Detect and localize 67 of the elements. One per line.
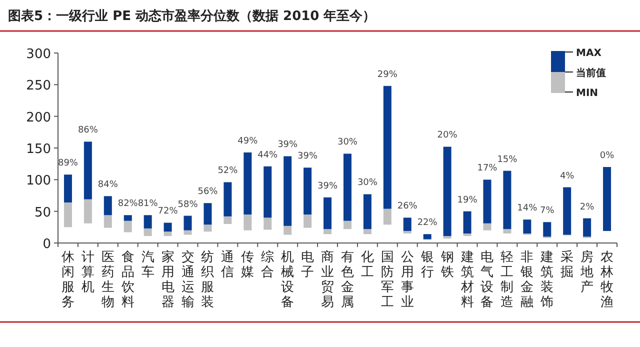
annotation: 7% bbox=[540, 206, 555, 216]
y-tick-label: 50 bbox=[34, 205, 51, 220]
annotation: 22% bbox=[417, 218, 438, 228]
annotation: 82% bbox=[118, 199, 138, 210]
annotation: 89% bbox=[58, 158, 78, 169]
annotation: 56% bbox=[198, 187, 218, 198]
x-tick-label: 汽车 bbox=[141, 250, 154, 280]
x-tick-label: 采掘 bbox=[560, 250, 574, 280]
annotation: 44% bbox=[258, 150, 278, 160]
annotation: 49% bbox=[238, 136, 258, 146]
annotation: 2% bbox=[580, 202, 595, 212]
y-tick-label: 0 bbox=[42, 237, 51, 252]
annotation: 29% bbox=[377, 70, 398, 80]
annotation: 30% bbox=[357, 178, 378, 188]
x-tick-label: 钢铁 bbox=[440, 250, 454, 280]
annotation: 14% bbox=[517, 204, 538, 214]
annotation: 30% bbox=[337, 138, 358, 148]
annotation: 15% bbox=[497, 154, 518, 165]
x-tick-label: 建筑材料 bbox=[460, 250, 474, 310]
annotation: 17% bbox=[477, 164, 498, 174]
x-tick-label: 电气设备 bbox=[480, 250, 494, 310]
x-tick-label: 非银金融 bbox=[520, 250, 534, 310]
chart-title: 图表5：一级行业 PE 动态市盈率分位数（数据 2010 年至今） bbox=[8, 8, 376, 24]
y-tick-label: 300 bbox=[26, 47, 51, 62]
annotation: 39% bbox=[278, 140, 298, 150]
x-tick-label: 房地产 bbox=[580, 249, 594, 295]
x-tick-label: 有色金属 bbox=[340, 250, 354, 310]
x-tick-label: 公用事业 bbox=[400, 250, 414, 310]
annotation: 26% bbox=[397, 202, 418, 212]
annotation: MIN bbox=[576, 88, 598, 99]
annotation: 19% bbox=[457, 195, 478, 206]
annotation: 81% bbox=[138, 199, 158, 210]
y-tick-label: 100 bbox=[26, 174, 51, 189]
annotation: 52% bbox=[218, 166, 238, 176]
y-tick-label: 250 bbox=[26, 78, 51, 94]
x-tick-label: 交通运输 bbox=[181, 249, 194, 310]
x-tick-label: 化工 bbox=[360, 250, 374, 280]
x-tick-label: 机械设备 bbox=[281, 250, 294, 310]
annotation: 20% bbox=[437, 130, 458, 141]
x-tick-label: 医药生物 bbox=[101, 250, 114, 310]
x-tick-label: 建筑装饰 bbox=[540, 250, 554, 310]
annotation: 84% bbox=[98, 180, 118, 190]
x-tick-label: 银行 bbox=[420, 250, 434, 280]
x-tick-label: 食品饮料 bbox=[120, 250, 134, 310]
annotation: 58% bbox=[178, 200, 198, 210]
annotation: 当前值 bbox=[576, 67, 606, 79]
annotation: MAX bbox=[576, 48, 602, 59]
x-tick-label: 国防军工 bbox=[380, 250, 394, 310]
annotation: 86% bbox=[78, 126, 98, 136]
x-tick-label: 纺织服装 bbox=[201, 250, 214, 310]
x-tick-label: 电子 bbox=[301, 250, 314, 280]
x-tick-label: 轻工制造 bbox=[500, 250, 514, 310]
x-tick-label: 通信 bbox=[221, 250, 234, 280]
x-tick-label: 综合 bbox=[261, 250, 274, 280]
x-tick-label: 农林牧渔 bbox=[600, 250, 614, 310]
annotation: 39% bbox=[318, 181, 338, 192]
annotation: 0% bbox=[600, 151, 615, 161]
y-tick-label: 200 bbox=[26, 110, 51, 126]
x-tick-label: 商业贸易 bbox=[321, 250, 334, 310]
annotation: 72% bbox=[158, 206, 178, 217]
x-tick-label: 传媒 bbox=[241, 250, 254, 280]
x-tick-label: 休闲服务 bbox=[61, 250, 74, 310]
y-tick-label: 150 bbox=[26, 142, 51, 157]
x-tick-label: 计算机 bbox=[81, 250, 94, 295]
annotation: 39% bbox=[298, 152, 318, 162]
annotation: 4% bbox=[560, 171, 575, 182]
x-tick-label: 家用电器 bbox=[161, 249, 174, 310]
